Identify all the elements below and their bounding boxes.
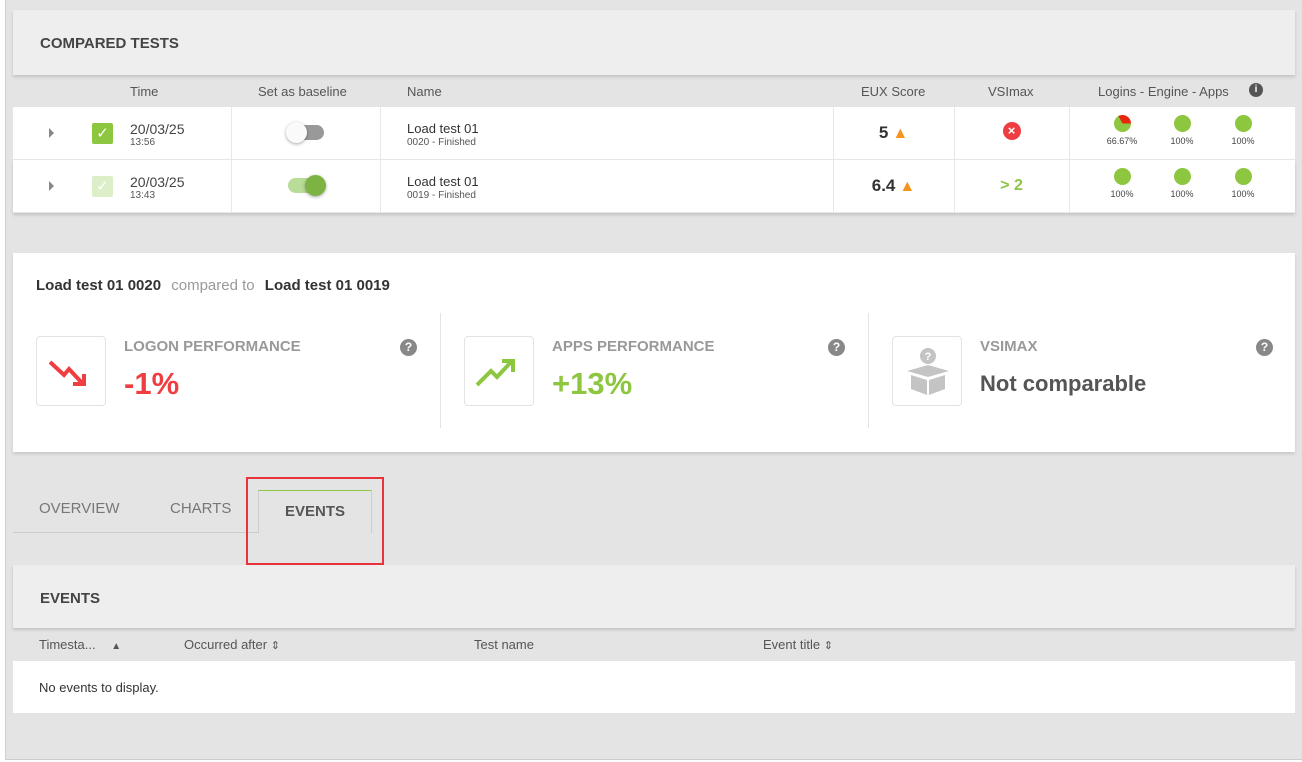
row-checkbox[interactable]: ✓ xyxy=(92,176,113,197)
svg-text:?: ? xyxy=(925,351,932,363)
sort-icon: ⇕ xyxy=(823,640,833,652)
row-date: 20/03/25 xyxy=(130,174,185,190)
apps-pie: 100% xyxy=(1213,168,1273,199)
eux-score: 6.4 xyxy=(871,176,896,195)
test-name: Load test 01 xyxy=(407,174,479,189)
empty-message: No events to display. xyxy=(39,680,159,695)
events-table-header: Timesta... ▲ Occurred after ⇕ Test name … xyxy=(13,628,1295,661)
logins-pie: 66.67% xyxy=(1092,115,1152,146)
tab-events[interactable]: EVENTS xyxy=(258,490,372,533)
row-date: 20/03/25 xyxy=(130,121,185,137)
error-circle-icon: × xyxy=(1002,122,1021,140)
col-eux[interactable]: EUX Score xyxy=(861,84,926,99)
tab-overview[interactable]: OVERVIEW xyxy=(39,500,120,517)
trend-down-icon xyxy=(36,336,106,406)
kpi-logon-performance: LOGON PERFORMANCE -1% ? xyxy=(13,313,441,428)
kpi-vsimax: ? VSIMAX Not comparable ? xyxy=(869,313,1297,428)
test-b: Load test 01 0019 xyxy=(264,277,390,294)
logins-pie: 100% xyxy=(1092,168,1152,199)
kpi-value: -1% xyxy=(124,366,180,401)
tab-charts[interactable]: CHARTS xyxy=(170,500,232,517)
baseline-toggle[interactable] xyxy=(286,122,324,143)
col-logins-engine-apps: Logins - Engine - Apps xyxy=(1098,84,1229,99)
row-time: 13:56 xyxy=(130,137,156,148)
col-baseline: Set as baseline xyxy=(258,84,347,99)
test-status: 0019 - Finished xyxy=(407,190,476,201)
table-row[interactable]: ✓ 20/03/25 13:56 Load test 01 0020 - Finis… xyxy=(13,107,1295,160)
warning-icon: ▲ xyxy=(899,178,916,195)
col-time[interactable]: Time xyxy=(130,84,159,99)
help-icon[interactable]: ? xyxy=(1256,339,1273,356)
panel-title: COMPARED TESTS xyxy=(13,10,1295,75)
sort-icon: ⇕ xyxy=(270,640,280,652)
kpi-value: Not comparable xyxy=(980,371,1147,396)
kpi-value: +13% xyxy=(552,366,633,401)
col-timestamp[interactable]: Timesta... ▲ xyxy=(39,637,122,652)
expand-icon[interactable] xyxy=(49,128,54,138)
panel-title: EVENTS xyxy=(13,565,1295,628)
row-time: 13:43 xyxy=(130,190,156,201)
col-vsimax[interactable]: VSImax xyxy=(988,84,1034,99)
table-header: Time Set as baseline Name EUX Score VSIm… xyxy=(13,75,1295,107)
baseline-toggle[interactable] xyxy=(288,175,326,196)
kpi-apps-performance: APPS PERFORMANCE +13% ? xyxy=(441,313,869,428)
vsimax-value: > 2 xyxy=(1000,177,1023,194)
test-status: 0020 - Finished xyxy=(407,137,476,148)
trend-up-icon xyxy=(464,336,534,406)
engine-pie: 100% xyxy=(1152,115,1212,146)
test-name: Load test 01 xyxy=(407,121,479,136)
col-test-name: Test name xyxy=(474,637,534,652)
eux-score: 5 xyxy=(878,123,889,142)
unknown-box-icon: ? xyxy=(892,336,962,406)
highlight-box xyxy=(246,477,384,565)
col-occurred-after[interactable]: Occurred after ⇕ xyxy=(184,637,280,652)
help-icon[interactable]: ? xyxy=(828,339,845,356)
compared-to-label: compared to xyxy=(171,277,255,294)
events-panel: EVENTS Timesta... ▲ Occurred after ⇕ Tes… xyxy=(13,565,1295,713)
warning-icon: ▲ xyxy=(892,125,909,142)
row-checkbox[interactable]: ✓ xyxy=(92,123,113,144)
comparison-summary: Load test 01 0020 compared to Load test … xyxy=(13,253,1295,452)
info-icon[interactable]: i xyxy=(1249,83,1263,97)
apps-pie: 100% xyxy=(1213,115,1273,146)
table-row[interactable]: ✓ 20/03/25 13:43 Load test 01 0019 - Finis… xyxy=(13,160,1295,213)
expand-icon[interactable] xyxy=(49,181,54,191)
help-icon[interactable]: ? xyxy=(400,339,417,356)
test-a: Load test 01 0020 xyxy=(36,277,162,294)
col-name[interactable]: Name xyxy=(407,84,442,99)
sort-asc-icon: ▲ xyxy=(111,641,122,652)
compared-tests-panel: COMPARED TESTS Time Set as baseline Name… xyxy=(13,10,1295,213)
col-event-title[interactable]: Event title ⇕ xyxy=(763,637,833,652)
engine-pie: 100% xyxy=(1152,168,1212,199)
